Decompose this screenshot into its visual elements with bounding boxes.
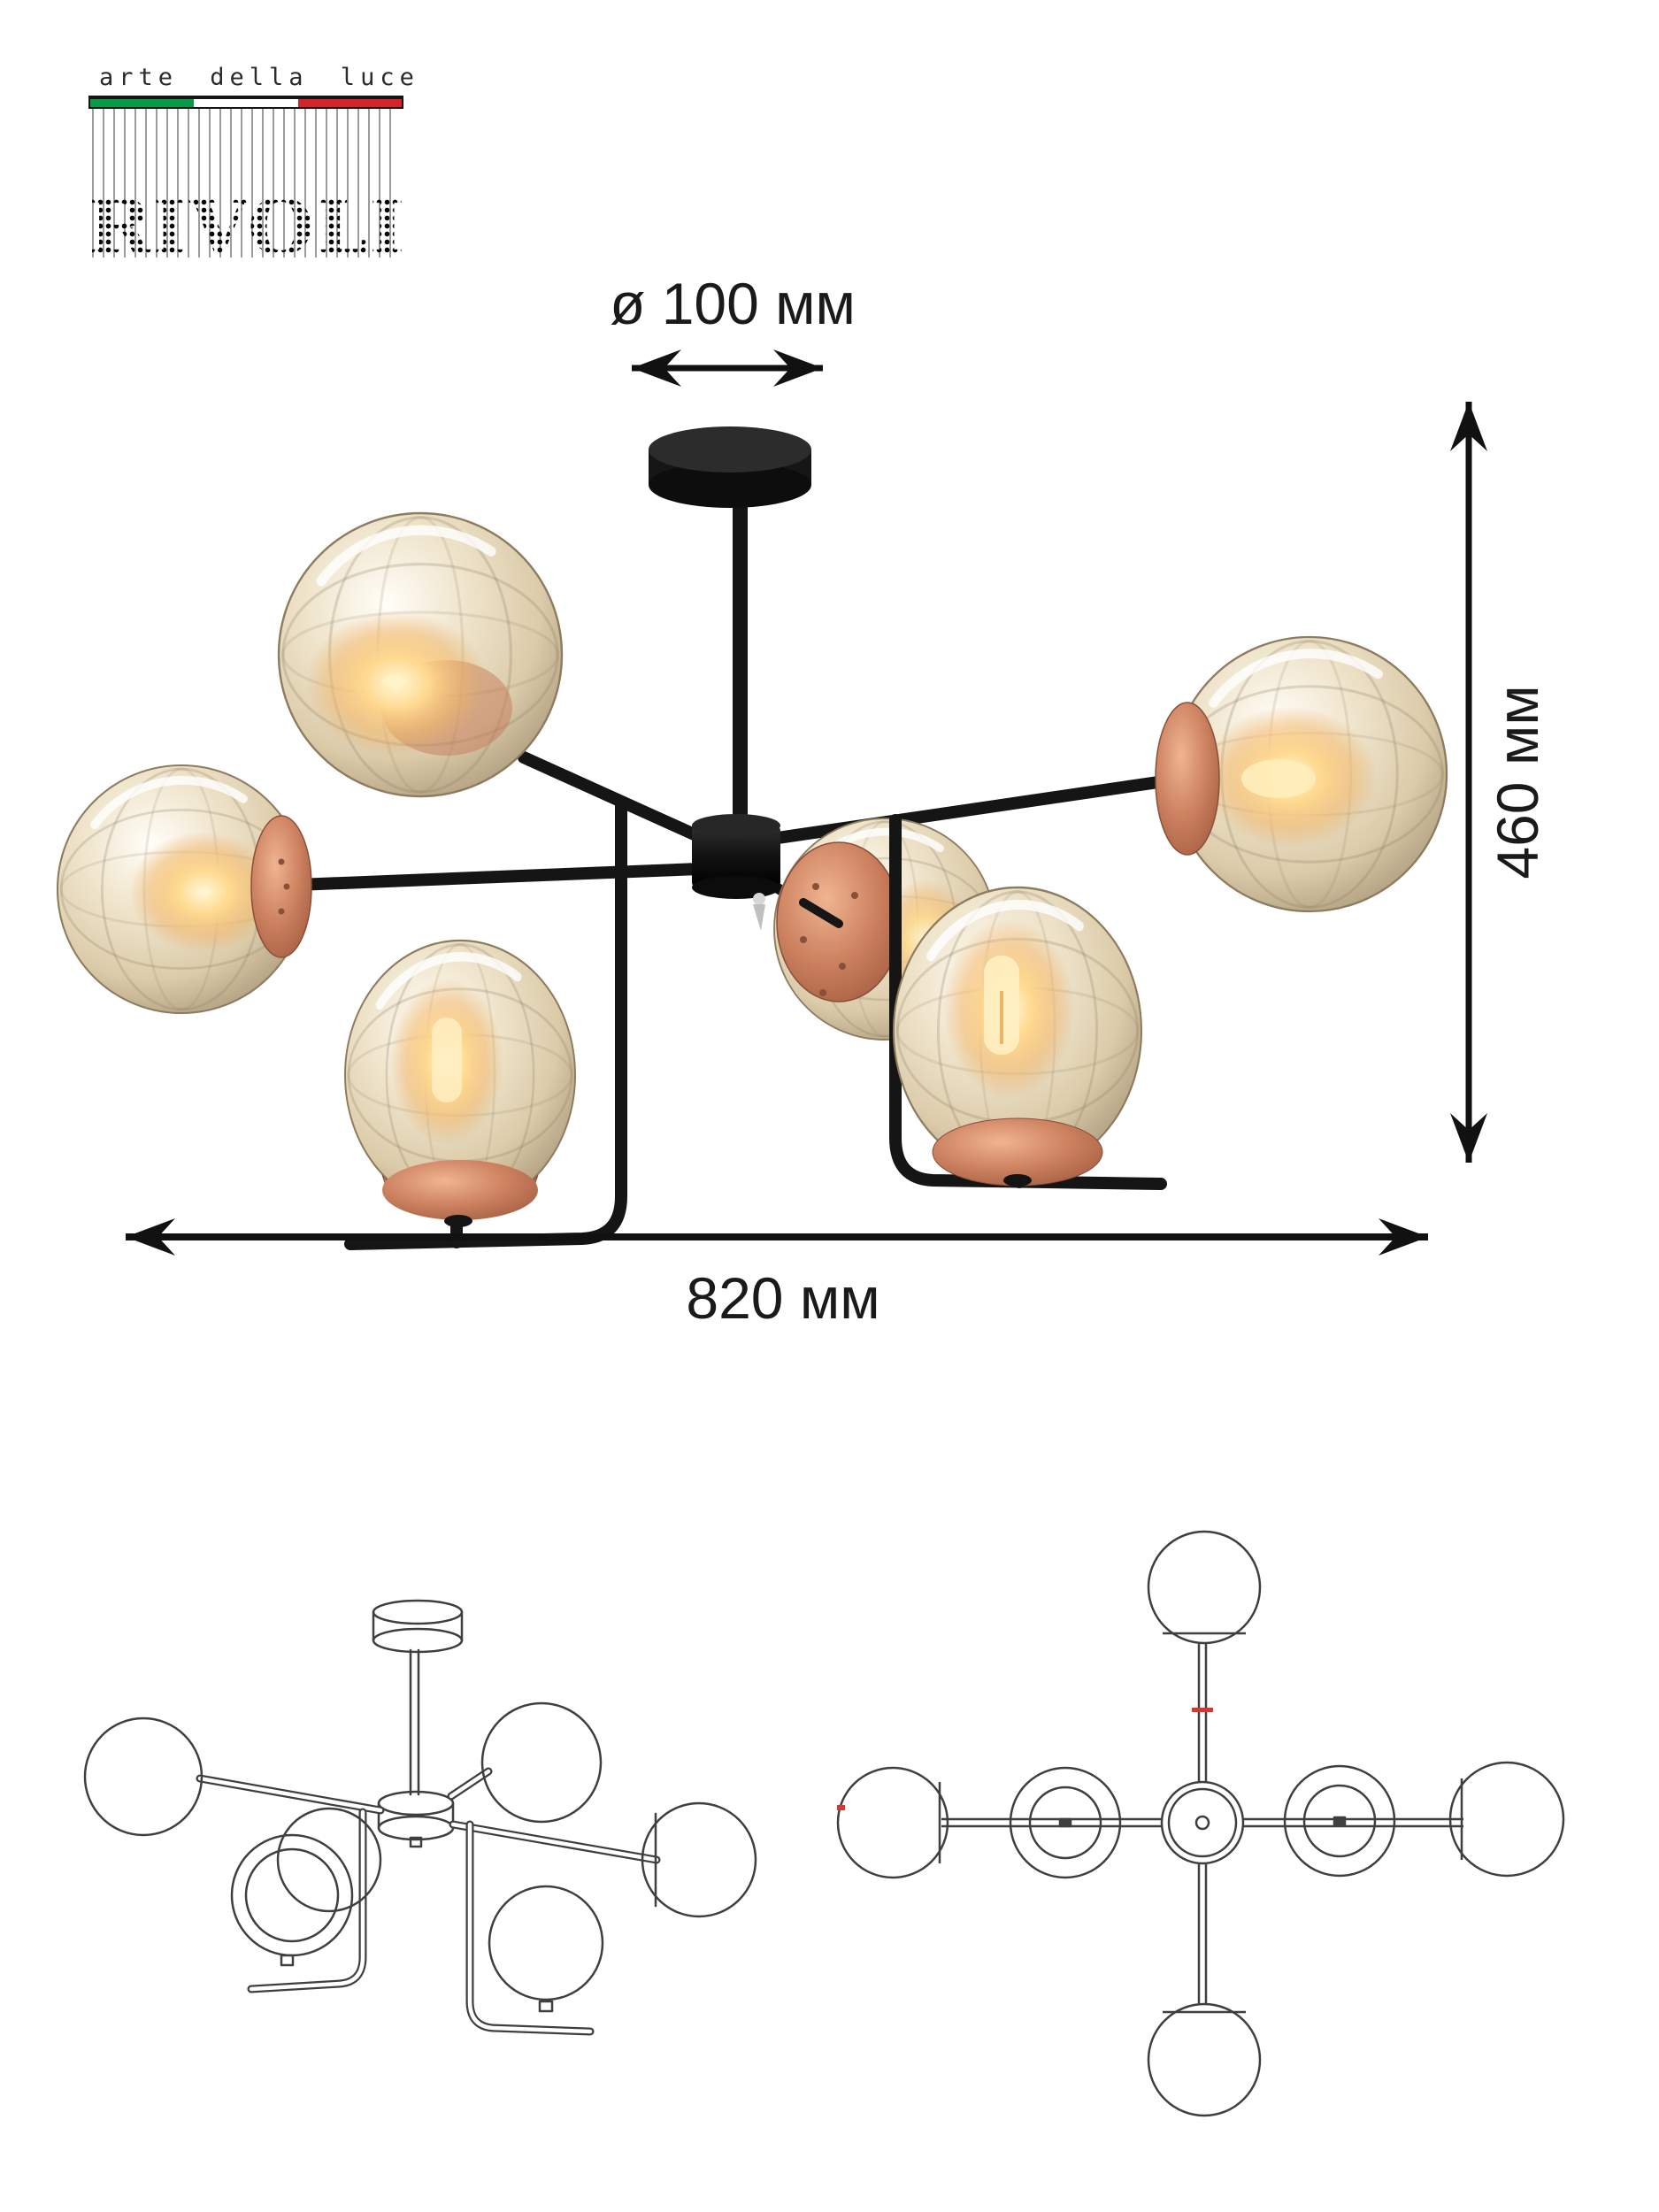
height-label: 460 мм bbox=[1485, 685, 1550, 879]
filament-bulb bbox=[1241, 759, 1316, 798]
drawing-arms bbox=[196, 1767, 661, 1864]
red-marks bbox=[837, 1708, 1213, 1810]
top-view-drawing bbox=[836, 1530, 1565, 2117]
drawing-arm-left bbox=[836, 1766, 1162, 1879]
perspective-drawing bbox=[83, 1599, 757, 2036]
ceiling-cap bbox=[649, 426, 811, 508]
drawing-center-hub bbox=[1160, 1780, 1245, 1865]
product-photo bbox=[58, 426, 1447, 1250]
red-mark-top bbox=[1192, 1708, 1213, 1712]
drawing-hub bbox=[377, 1790, 455, 1848]
chrome-finial bbox=[753, 893, 765, 905]
drawing-canopy bbox=[372, 1599, 464, 1654]
bulb-glow bbox=[129, 832, 278, 952]
glass-globe-left bbox=[58, 765, 312, 1013]
copper-cap bbox=[250, 815, 312, 958]
diameter-label: ø 100 мм bbox=[610, 271, 856, 336]
stem-rod bbox=[733, 482, 748, 836]
arm-left bbox=[291, 863, 705, 891]
italian-flag-bar bbox=[88, 96, 403, 109]
drawing-globes bbox=[83, 1701, 757, 2013]
logo-wordmark: RIVOLI bbox=[88, 183, 406, 273]
glass-globe-lower-left bbox=[345, 941, 575, 1227]
rivoli-logo: arte della luce RIVOLI bbox=[88, 64, 419, 266]
red-mark-left bbox=[837, 1805, 845, 1810]
glass-globe-upper-left bbox=[279, 513, 562, 796]
drawing-arm-right bbox=[1243, 1761, 1565, 1878]
flag-red-segment bbox=[297, 99, 402, 107]
logo-fringe-lines: RIVOLI bbox=[88, 109, 405, 266]
logo-tagline: arte della luce bbox=[99, 64, 419, 91]
flag-white-segment bbox=[194, 99, 298, 107]
central-hub bbox=[692, 814, 780, 931]
drawing-arm-up bbox=[1147, 1530, 1262, 1782]
j-arm-right bbox=[889, 814, 1167, 1190]
copper-cap bbox=[1155, 702, 1220, 856]
flag-green-segment bbox=[90, 99, 195, 107]
dimension-annotations bbox=[126, 349, 1487, 1256]
glass-globe-right bbox=[1155, 637, 1447, 911]
filament bbox=[380, 675, 407, 687]
filament-bulb bbox=[432, 1018, 462, 1102]
width-label: 820 мм bbox=[686, 1265, 879, 1331]
drawing-j-arms bbox=[247, 1808, 595, 2036]
drawing-arm-down bbox=[1147, 1863, 1262, 2117]
glass-globe-lower-right bbox=[894, 887, 1141, 1187]
